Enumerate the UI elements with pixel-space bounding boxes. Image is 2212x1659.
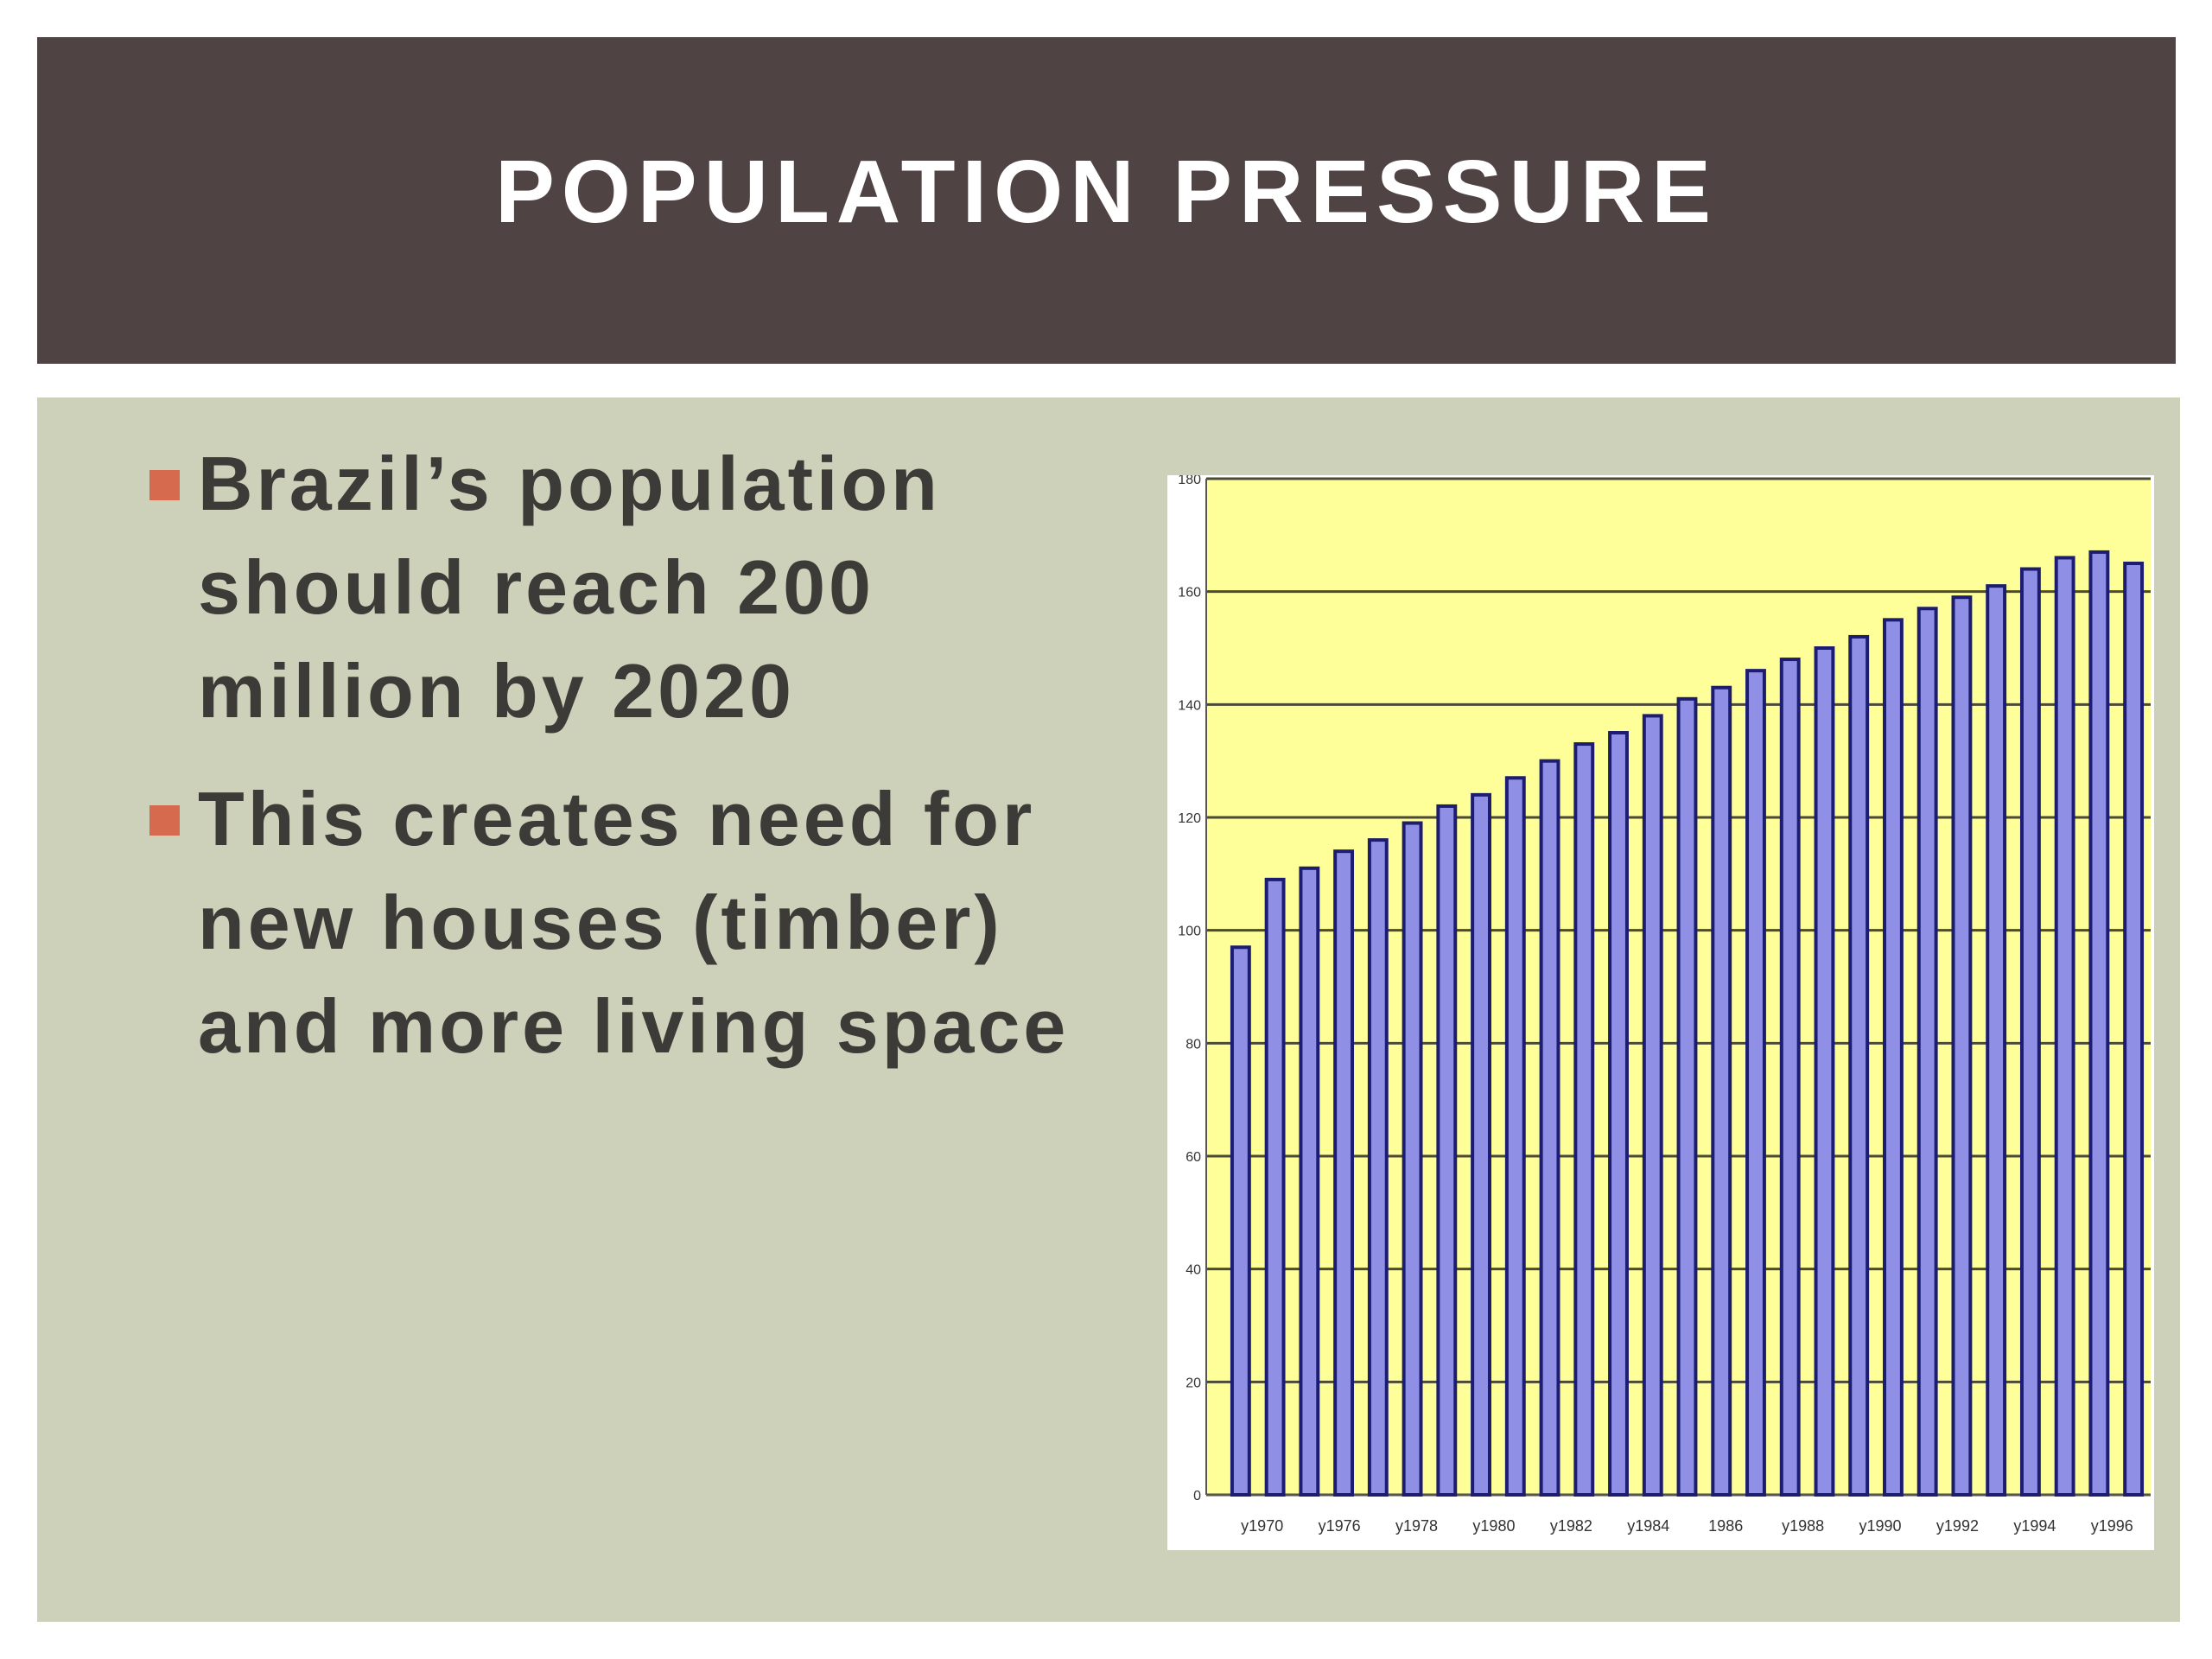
y-tick-label: 100 <box>1178 925 1201 939</box>
bar <box>1436 804 1458 1497</box>
bar <box>2123 562 2145 1497</box>
bullet-square-icon <box>149 470 180 500</box>
bullet-item: Brazil’s population should reach 200 mil… <box>149 432 1143 743</box>
bar <box>1608 731 1629 1497</box>
x-tick-label: y1990 <box>1859 1517 1902 1535</box>
bar <box>1504 776 1526 1497</box>
bar <box>1951 595 1973 1497</box>
bar <box>1916 607 1938 1497</box>
y-tick-label: 160 <box>1178 586 1201 601</box>
bar <box>1676 696 1698 1497</box>
bar <box>1711 685 1732 1497</box>
bullet-text: Brazil’s population should reach 200 mil… <box>198 441 941 734</box>
bullet-item: This creates need for new houses (timber… <box>149 767 1143 1078</box>
x-tick-label: y1982 <box>1550 1517 1592 1535</box>
x-tick-label: y1978 <box>1395 1517 1438 1535</box>
bullet-square-icon <box>149 805 180 836</box>
bar <box>1814 646 1835 1497</box>
y-tick-label: 140 <box>1178 698 1201 713</box>
bar <box>1471 792 1491 1497</box>
bar <box>1402 821 1423 1497</box>
bar <box>1299 866 1320 1497</box>
slide-title: POPULATION PRESSURE <box>495 142 1718 241</box>
title-bar: POPULATION PRESSURE <box>37 37 2176 364</box>
x-tick-label: y1992 <box>1936 1517 1979 1535</box>
y-tick-label: 20 <box>1185 1376 1201 1390</box>
population-chart: 0 20 40 60 80 100 120 140 160 180 y1970 y1976 y1978 y… <box>1167 475 2154 1550</box>
content-area: Brazil’s population should reach 200 mil… <box>37 397 2180 1622</box>
bar <box>2088 550 2110 1497</box>
y-tick-label: 120 <box>1178 811 1201 826</box>
bullet-text: This creates need for new houses (timber… <box>198 776 1070 1069</box>
bar <box>1264 877 1286 1497</box>
y-tick-label: 80 <box>1185 1037 1201 1052</box>
x-tick-label: y1980 <box>1472 1517 1515 1535</box>
y-tick-label: 180 <box>1178 475 1201 487</box>
bar <box>1779 658 1801 1497</box>
bar <box>1642 714 1663 1497</box>
x-tick-label: y1988 <box>1782 1517 1824 1535</box>
bar <box>1883 618 1904 1497</box>
bar <box>1848 634 1870 1497</box>
y-tick-label: 0 <box>1193 1489 1201 1503</box>
bar <box>1230 945 1251 1497</box>
y-tick-label: 60 <box>1185 1150 1201 1165</box>
x-tick-label: 1986 <box>1708 1517 1743 1535</box>
x-tick-label: y1984 <box>1627 1517 1669 1535</box>
bar <box>2054 556 2075 1497</box>
y-tick-label: 40 <box>1185 1263 1201 1278</box>
bar <box>1986 584 2007 1497</box>
x-tick-label: y1996 <box>2091 1517 2133 1535</box>
bar <box>1333 849 1355 1497</box>
bar <box>1745 669 1766 1497</box>
bar <box>1367 838 1389 1497</box>
bar <box>1573 742 1595 1497</box>
x-tick-label: y1976 <box>1319 1517 1361 1535</box>
x-tick-label: y1994 <box>2013 1517 2056 1535</box>
x-tick-label: y1970 <box>1241 1517 1283 1535</box>
bullet-list: Brazil’s population should reach 200 mil… <box>149 432 1143 1103</box>
bar <box>2019 567 2041 1497</box>
bar <box>1539 759 1560 1497</box>
bar-chart-svg: 0 20 40 60 80 100 120 140 160 180 y1970 y1976 y1978 y… <box>1178 475 2151 1535</box>
